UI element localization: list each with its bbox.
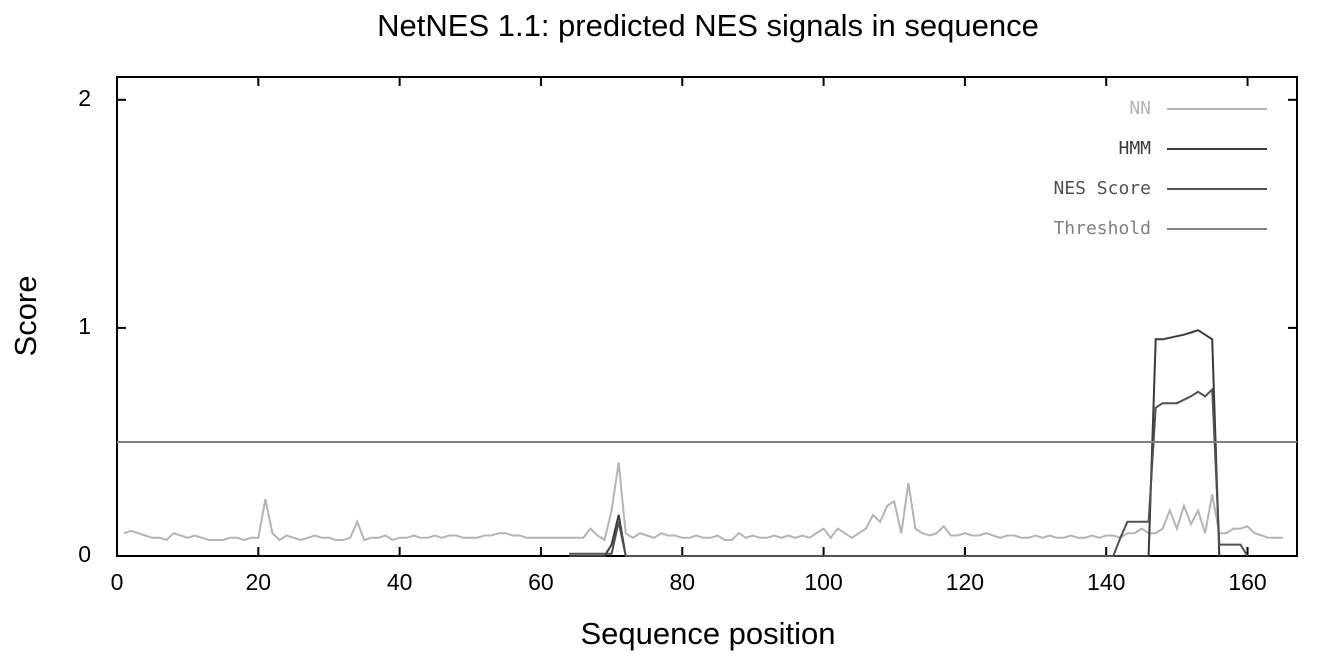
x-axis-label: Sequence position — [580, 616, 835, 651]
series-line — [569, 329, 1221, 557]
y-axis-label: Score — [8, 276, 43, 357]
x-tick-label: 120 — [946, 569, 984, 595]
y-tick-label: 2 — [78, 85, 91, 111]
series-line — [569, 387, 1249, 557]
y-tick-label: 0 — [78, 541, 91, 567]
chart-title: NetNES 1.1: predicted NES signals in seq… — [377, 8, 1039, 43]
x-tick-label: 0 — [111, 569, 124, 595]
x-tick-label: 20 — [246, 569, 272, 595]
x-tick-label: 40 — [387, 569, 413, 595]
x-tick-label: 140 — [1087, 569, 1125, 595]
x-tick-label: 80 — [669, 569, 695, 595]
legend-label: HMM — [1118, 138, 1151, 159]
x-tick-label: 100 — [804, 569, 842, 595]
y-tick-label: 1 — [78, 313, 91, 339]
legend-label: Threshold — [1053, 218, 1151, 239]
x-tick-label: 160 — [1228, 569, 1266, 595]
legend-label: NN — [1129, 98, 1151, 119]
series-line — [123, 462, 1283, 542]
x-tick-label: 60 — [528, 569, 554, 595]
legend-label: NES Score — [1053, 178, 1151, 199]
